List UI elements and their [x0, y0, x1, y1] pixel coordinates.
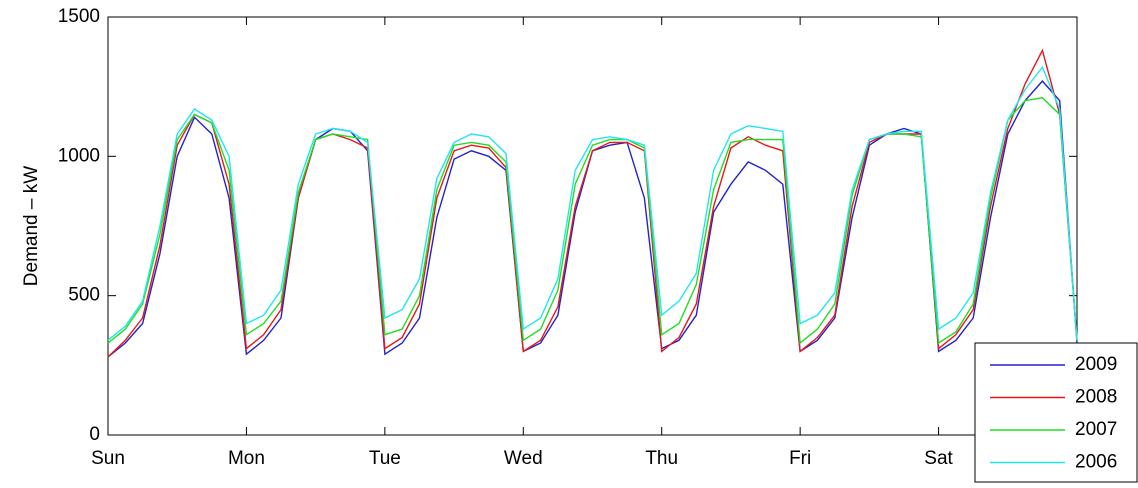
- y-tick-label: 1000: [58, 145, 100, 166]
- legend-label: 2007: [1075, 419, 1117, 440]
- plot-frame: [107, 16, 1078, 436]
- x-tick-label: Sat: [924, 448, 953, 469]
- legend-label: 2008: [1075, 387, 1117, 408]
- series-line: [107, 65, 1078, 341]
- y-tick-label: 0: [89, 424, 100, 445]
- y-tick-label: 500: [68, 285, 100, 306]
- x-tick-label: Thu: [645, 448, 678, 469]
- series-line: [107, 48, 1078, 358]
- series-line: [107, 80, 1078, 358]
- y-axis-label: Demand – kW: [21, 166, 42, 286]
- x-tick-label: Fri: [789, 448, 811, 469]
- legend-box: [974, 342, 1138, 483]
- legend-label: 2006: [1075, 452, 1117, 473]
- legend-label: 2009: [1075, 354, 1117, 375]
- x-tick-label: Wed: [504, 448, 543, 469]
- y-tick-label: 1500: [58, 6, 100, 27]
- x-tick-label: Sun: [91, 448, 125, 469]
- series-line: [107, 97, 1078, 345]
- x-tick-label: Mon: [228, 448, 265, 469]
- x-tick-label: Tue: [369, 448, 401, 469]
